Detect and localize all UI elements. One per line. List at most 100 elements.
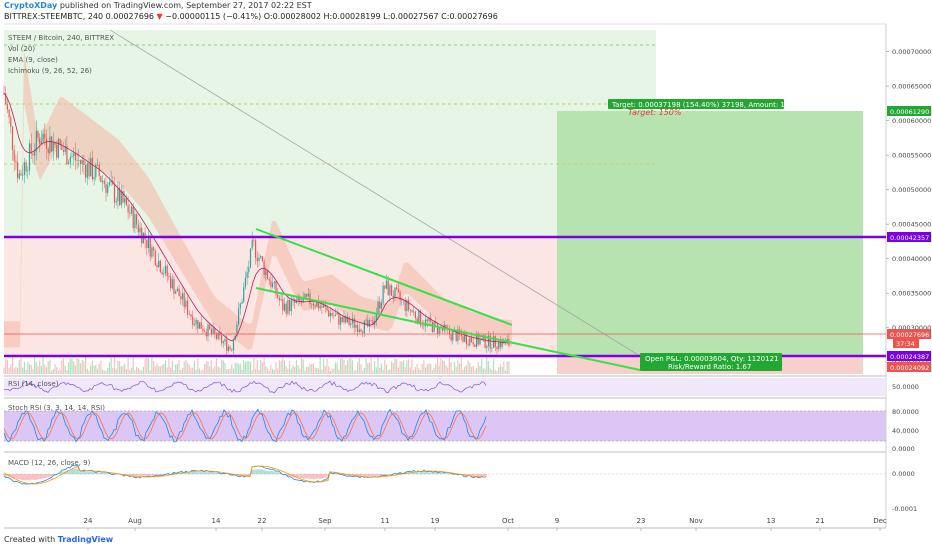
volume-bar bbox=[249, 362, 252, 374]
author-name[interactable]: CryptoXDay bbox=[4, 1, 58, 10]
macd-histogram-bar bbox=[253, 469, 255, 475]
macd-histogram-bar bbox=[217, 472, 219, 475]
tradingview-logo[interactable]: TradingView bbox=[57, 535, 114, 544]
candle-body bbox=[5, 93, 7, 105]
time-axis-label: 22 bbox=[258, 517, 267, 525]
candle-body bbox=[170, 276, 172, 289]
volume-bar bbox=[18, 360, 20, 374]
macd-histogram-bar bbox=[151, 474, 153, 476]
volume-bar bbox=[299, 368, 301, 374]
candle-body bbox=[287, 299, 289, 314]
candle-body bbox=[137, 224, 139, 233]
candle-body bbox=[289, 299, 291, 312]
candle-body bbox=[302, 298, 304, 303]
candle-body bbox=[30, 143, 32, 154]
volume-bar bbox=[331, 368, 333, 374]
volume-bar bbox=[173, 370, 175, 374]
macd-histogram-bar bbox=[125, 474, 127, 475]
volume-bar bbox=[90, 365, 92, 374]
wedge-upper-trendline[interactable] bbox=[255, 228, 513, 326]
volume-bar bbox=[460, 357, 462, 374]
volume-bar bbox=[289, 361, 291, 374]
candle-body bbox=[88, 163, 90, 177]
macd-histogram-bar bbox=[473, 474, 475, 477]
volume-bar bbox=[476, 368, 478, 374]
target-label-box[interactable] bbox=[608, 99, 784, 109]
candle-body bbox=[212, 328, 214, 334]
long-term-trendline[interactable] bbox=[109, 29, 641, 357]
macd-histogram-bar bbox=[337, 473, 339, 475]
volume-bar bbox=[450, 362, 452, 374]
candle-body bbox=[357, 324, 359, 332]
candle-body bbox=[260, 256, 262, 258]
volume-bar bbox=[210, 360, 212, 374]
candle-body bbox=[22, 174, 24, 176]
macd-histogram-bar bbox=[435, 472, 437, 475]
candle-body bbox=[192, 316, 194, 326]
macd-histogram-bar bbox=[325, 474, 327, 478]
volume-bar bbox=[5, 358, 7, 374]
candle-body bbox=[231, 349, 233, 351]
volume-bar bbox=[219, 368, 221, 374]
candle-body bbox=[34, 152, 36, 156]
candle-body bbox=[44, 133, 46, 139]
volume-bar bbox=[231, 364, 233, 374]
macd-histogram-bar bbox=[247, 474, 249, 476]
volume-bar bbox=[212, 368, 214, 374]
volume-bar bbox=[35, 362, 37, 374]
macd-histogram-bar bbox=[389, 474, 391, 476]
volume-bar bbox=[139, 369, 141, 374]
candle-body bbox=[306, 293, 308, 297]
candlestick-series[interactable] bbox=[3, 85, 510, 357]
long-position-target-zone[interactable] bbox=[557, 111, 863, 356]
volume-bar bbox=[239, 363, 241, 374]
time-axis-label: 21 bbox=[816, 517, 825, 525]
volume-bar bbox=[442, 360, 444, 374]
volume-bar bbox=[357, 362, 359, 374]
volume-bar bbox=[436, 357, 439, 374]
macd-legend: MACD (12, 26, close, 9) bbox=[8, 459, 91, 467]
candle-body bbox=[272, 283, 274, 288]
volume-bar bbox=[316, 368, 318, 374]
volume-bar bbox=[238, 363, 240, 374]
volume-bar bbox=[224, 362, 226, 374]
volume-bar bbox=[110, 357, 112, 374]
candle-body bbox=[215, 333, 218, 339]
volume-bar bbox=[183, 361, 185, 374]
macd-histogram-bar bbox=[305, 474, 307, 479]
volume-bar bbox=[44, 364, 46, 374]
time-axis-label: Oct bbox=[502, 517, 514, 525]
symbol-header: BITTREX:STEEMBTC, 240 0.00027696 ▼ −0.00… bbox=[4, 12, 498, 21]
macd-histogram-bar bbox=[437, 473, 439, 475]
volume-bar bbox=[314, 367, 316, 374]
price-axis-label: 0.00070000 bbox=[892, 48, 931, 56]
volume-bar bbox=[13, 368, 15, 374]
wedge-lower-trendline[interactable] bbox=[255, 287, 641, 371]
candle-body bbox=[214, 328, 216, 334]
volume-bar bbox=[324, 366, 326, 374]
candle-body bbox=[221, 335, 223, 344]
price-axis[interactable]: 0.00070000 0.00065000 0.00060000 0.00055000… bbox=[886, 48, 931, 367]
volume-bar bbox=[486, 357, 488, 374]
volume-bar bbox=[336, 362, 338, 374]
volume-bar bbox=[129, 369, 131, 374]
macd-histogram-bar bbox=[23, 474, 25, 481]
macd-histogram-bar bbox=[85, 472, 87, 475]
candle-body bbox=[379, 301, 381, 309]
candle-body bbox=[52, 142, 54, 152]
price-change: −0.00000115 (−0.41%) bbox=[165, 12, 262, 21]
macd-histogram-bar bbox=[45, 474, 47, 478]
open-pl-box[interactable] bbox=[640, 353, 782, 371]
volume-bar bbox=[253, 358, 255, 374]
time-axis[interactable]: 24 Aug 14 22 Sep 11 19 Oct 9 23 Nov 13 21 Dec bbox=[84, 517, 887, 531]
resistance-badge-text: 0.00042357 bbox=[890, 234, 929, 242]
volume-bar bbox=[217, 366, 219, 374]
candle-body bbox=[105, 184, 107, 193]
candle-body bbox=[151, 247, 153, 257]
macd-histogram-bar bbox=[261, 469, 263, 475]
volume-bar bbox=[326, 358, 328, 374]
volume-bar bbox=[107, 367, 109, 374]
candle-body bbox=[321, 306, 323, 308]
macd-histogram-bar bbox=[211, 472, 213, 475]
